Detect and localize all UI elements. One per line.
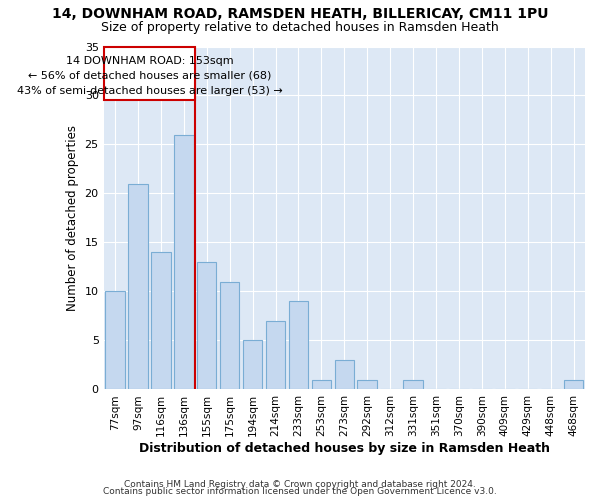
- Text: Contains public sector information licensed under the Open Government Licence v3: Contains public sector information licen…: [103, 487, 497, 496]
- Text: Size of property relative to detached houses in Ramsden Heath: Size of property relative to detached ho…: [101, 21, 499, 34]
- Text: 43% of semi-detached houses are larger (53) →: 43% of semi-detached houses are larger (…: [17, 86, 283, 96]
- Text: ← 56% of detached houses are smaller (68): ← 56% of detached houses are smaller (68…: [28, 71, 271, 81]
- Text: Contains HM Land Registry data © Crown copyright and database right 2024.: Contains HM Land Registry data © Crown c…: [124, 480, 476, 489]
- Y-axis label: Number of detached properties: Number of detached properties: [66, 125, 79, 311]
- Bar: [266, 321, 285, 390]
- Bar: [128, 184, 148, 390]
- Bar: [151, 252, 170, 390]
- Bar: [358, 380, 377, 390]
- X-axis label: Distribution of detached houses by size in Ramsden Heath: Distribution of detached houses by size …: [139, 442, 550, 455]
- Text: 14, DOWNHAM ROAD, RAMSDEN HEATH, BILLERICAY, CM11 1PU: 14, DOWNHAM ROAD, RAMSDEN HEATH, BILLERI…: [52, 8, 548, 22]
- Bar: [197, 262, 217, 390]
- FancyBboxPatch shape: [104, 46, 195, 100]
- Bar: [220, 282, 239, 390]
- Bar: [174, 134, 194, 390]
- Bar: [403, 380, 423, 390]
- Text: 14 DOWNHAM ROAD: 153sqm: 14 DOWNHAM ROAD: 153sqm: [65, 56, 233, 66]
- Bar: [106, 292, 125, 390]
- Bar: [289, 302, 308, 390]
- Bar: [335, 360, 354, 390]
- Bar: [311, 380, 331, 390]
- Bar: [243, 340, 262, 390]
- Bar: [564, 380, 583, 390]
